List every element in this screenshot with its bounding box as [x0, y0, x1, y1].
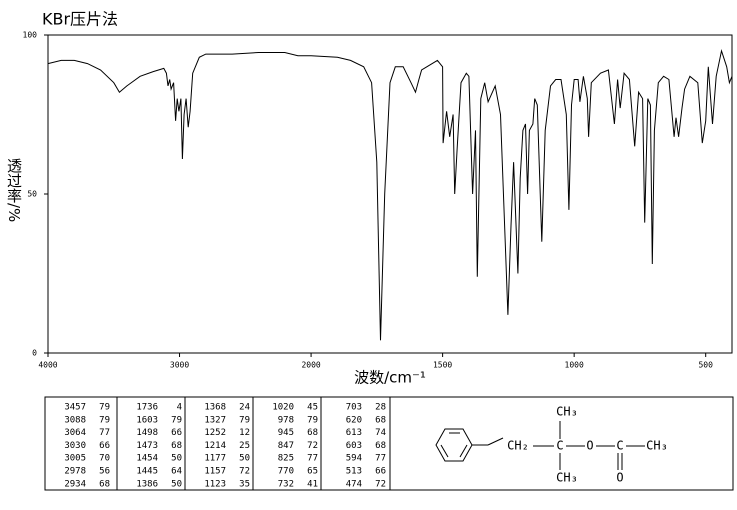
peak-transmittance: 56 [99, 467, 110, 477]
peak-wavenumber: 847 [278, 441, 294, 451]
peak-transmittance: 66 [171, 428, 182, 438]
y-tick-label: 100 [23, 31, 38, 40]
peak-table-frame [44, 396, 734, 491]
chart-title: KBr压片法 [42, 10, 118, 29]
peak-transmittance: 68 [171, 441, 182, 451]
peak-wavenumber: 1123 [204, 479, 226, 489]
peak-wavenumber: 1252 [204, 428, 226, 438]
peak-transmittance: 68 [375, 415, 386, 425]
peak-transmittance: 64 [171, 467, 182, 477]
spectrum-line [47, 48, 733, 341]
peak-wavenumber: 825 [278, 454, 294, 464]
peak-wavenumber: 1386 [136, 479, 158, 489]
peak-wavenumber: 703 [346, 403, 362, 413]
x-tick-label: 4000 [38, 361, 57, 370]
peak-transmittance: 50 [239, 454, 250, 464]
peak-wavenumber: 1214 [204, 441, 226, 451]
y-tick-label: 0 [32, 349, 37, 358]
peak-transmittance: 66 [99, 441, 110, 451]
structure-label: CH₂ [507, 439, 529, 453]
x-tick-label: 1500 [433, 361, 452, 370]
structure-label: O [616, 471, 623, 485]
peak-transmittance: 50 [171, 479, 182, 489]
peak-wavenumber: 613 [346, 428, 362, 438]
peak-wavenumber: 3088 [64, 415, 86, 425]
peak-transmittance: 25 [239, 441, 250, 451]
structure-label: CH₃ [556, 471, 578, 485]
peak-wavenumber: 978 [278, 415, 294, 425]
peak-transmittance: 77 [307, 454, 318, 464]
peak-wavenumber: 1327 [204, 415, 226, 425]
peak-wavenumber: 1177 [204, 454, 226, 464]
peak-wavenumber: 732 [278, 479, 294, 489]
peak-wavenumber: 1454 [136, 454, 158, 464]
peak-wavenumber: 1020 [272, 403, 294, 413]
peak-transmittance: 77 [99, 428, 110, 438]
peak-wavenumber: 3005 [64, 454, 86, 464]
peak-wavenumber: 3064 [64, 428, 86, 438]
peak-wavenumber: 1445 [136, 467, 158, 477]
peak-transmittance: 79 [239, 415, 250, 425]
x-tick-label: 3000 [170, 361, 189, 370]
peak-transmittance: 41 [307, 479, 318, 489]
peak-transmittance: 68 [375, 441, 386, 451]
structure-bonds [435, 421, 645, 470]
table-dividers [116, 397, 391, 490]
structure-label: O [586, 439, 593, 453]
peak-wavenumber: 3457 [64, 403, 86, 413]
structure-label: C [616, 439, 623, 453]
peak-wavenumber: 1473 [136, 441, 158, 451]
peak-wavenumber: 2934 [64, 479, 86, 489]
peak-wavenumber: 770 [278, 467, 294, 477]
peak-transmittance: 4 [177, 403, 182, 413]
peak-transmittance: 45 [307, 403, 318, 413]
peak-wavenumber: 513 [346, 467, 362, 477]
peak-transmittance: 72 [307, 441, 318, 451]
peak-wavenumber: 620 [346, 415, 362, 425]
x-tick-label: 500 [698, 361, 713, 370]
x-tick-label: 1000 [565, 361, 584, 370]
peak-wavenumber: 474 [346, 479, 362, 489]
peak-wavenumber: 1157 [204, 467, 226, 477]
peak-transmittance: 35 [239, 479, 250, 489]
y-axis-label: 透过率/% [5, 158, 23, 223]
peak-transmittance: 79 [99, 403, 110, 413]
peak-transmittance: 50 [171, 454, 182, 464]
peak-wavenumber: 1603 [136, 415, 158, 425]
peak-transmittance: 79 [307, 415, 318, 425]
peak-transmittance: 72 [239, 467, 250, 477]
peak-transmittance: 79 [171, 415, 182, 425]
peak-transmittance: 74 [375, 428, 386, 438]
peak-transmittance: 77 [375, 454, 386, 464]
peak-transmittance: 68 [99, 479, 110, 489]
x-axis-label: 波数/cm⁻¹ [354, 369, 426, 387]
x-tick-label: 2000 [301, 361, 320, 370]
peak-wavenumber: 603 [346, 441, 362, 451]
peak-wavenumber: 594 [346, 454, 362, 464]
peak-wavenumber: 1736 [136, 403, 158, 413]
structure-label: CH₃ [646, 439, 668, 453]
y-tick-label: 50 [27, 190, 37, 199]
peak-transmittance: 12 [239, 428, 250, 438]
structure-label: C [556, 439, 563, 453]
peak-wavenumber: 945 [278, 428, 294, 438]
peak-transmittance: 66 [375, 467, 386, 477]
peak-transmittance: 24 [239, 403, 250, 413]
peak-transmittance: 72 [375, 479, 386, 489]
peak-wavenumber: 1498 [136, 428, 158, 438]
peak-transmittance: 65 [307, 467, 318, 477]
peak-transmittance: 68 [307, 428, 318, 438]
peak-wavenumber: 2978 [64, 467, 86, 477]
peak-transmittance: 28 [375, 403, 386, 413]
peak-wavenumber: 3030 [64, 441, 86, 451]
peak-transmittance: 70 [99, 454, 110, 464]
structure-label: CH₃ [556, 405, 578, 419]
peak-wavenumber: 1368 [204, 403, 226, 413]
peak-transmittance: 79 [99, 415, 110, 425]
